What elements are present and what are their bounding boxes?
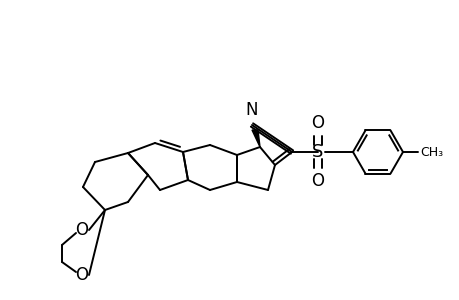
Text: N: N (245, 101, 257, 119)
Text: O: O (311, 114, 324, 132)
Text: CH₃: CH₃ (419, 146, 442, 158)
Text: S: S (312, 143, 323, 161)
Polygon shape (252, 130, 259, 147)
Text: O: O (75, 266, 88, 284)
Text: O: O (311, 172, 324, 190)
Text: O: O (75, 221, 88, 239)
